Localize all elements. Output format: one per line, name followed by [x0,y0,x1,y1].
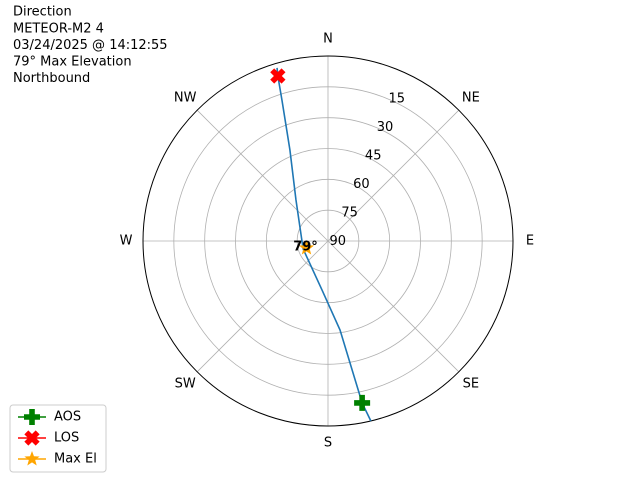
theta-tick-label: W [120,234,133,249]
legend-marker [24,409,40,425]
r-tick-label: 15 [389,91,406,106]
theta-tick-label: NE [462,91,480,106]
legend-marker [24,451,40,466]
value-label: 79° [293,239,318,254]
subtitle-line: METEOR-M2 4 [13,22,104,37]
r-tick-label: 45 [365,148,382,163]
marker-max-el [298,239,315,255]
subtitle-line: 79° Max Elevation [13,55,132,70]
marker-aos [354,394,371,411]
grid-spoke [196,109,329,242]
legend-label: AOS [54,410,81,425]
subtitle-line: 03/24/2025 @ 14:12:55 [13,38,168,53]
grid-spoke [196,240,329,373]
subtitle-line: Northbound [13,71,90,86]
r-tick-label: 75 [341,205,358,220]
track-line [276,67,372,422]
grid-spoke [327,240,460,373]
r-tick-label: 90 [330,234,347,249]
theta-tick-label: SW [175,376,196,391]
grid-spoke [327,109,460,242]
theta-tick-label: S [324,436,332,451]
theta-tick-label: NW [174,91,197,106]
polar-frame [142,55,514,427]
r-tick-label: 60 [353,177,370,192]
theta-tick-label: SE [463,376,479,391]
legend-label: LOS [54,431,79,446]
r-tick-label: 30 [377,120,394,135]
legend-label: Max El [54,452,97,467]
marker-los [270,68,286,84]
theta-tick-label: E [526,234,534,249]
chart-title: Direction [13,5,72,20]
legend-marker [24,430,40,446]
theta-tick-label: N [323,32,333,47]
